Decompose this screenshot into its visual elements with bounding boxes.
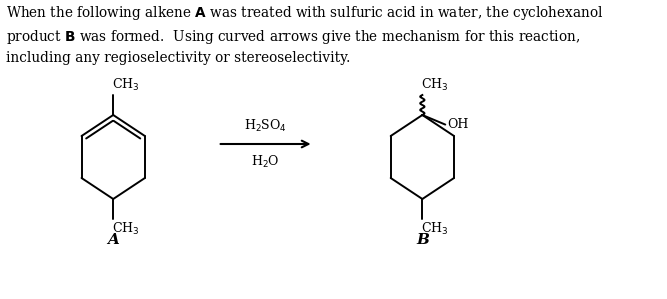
Text: When the following alkene $\mathbf{A}$ was treated with sulfuric acid in water, : When the following alkene $\mathbf{A}$ w… (6, 4, 604, 65)
Text: OH: OH (447, 118, 468, 131)
Text: CH$_3$: CH$_3$ (422, 221, 449, 237)
Text: H$_2$SO$_4$: H$_2$SO$_4$ (244, 118, 287, 134)
Text: B: B (416, 233, 429, 247)
Text: CH$_3$: CH$_3$ (112, 77, 140, 93)
Text: A: A (107, 233, 119, 247)
Text: CH$_3$: CH$_3$ (112, 221, 140, 237)
Text: H$_2$O: H$_2$O (251, 154, 280, 170)
Text: CH$_3$: CH$_3$ (421, 77, 448, 93)
